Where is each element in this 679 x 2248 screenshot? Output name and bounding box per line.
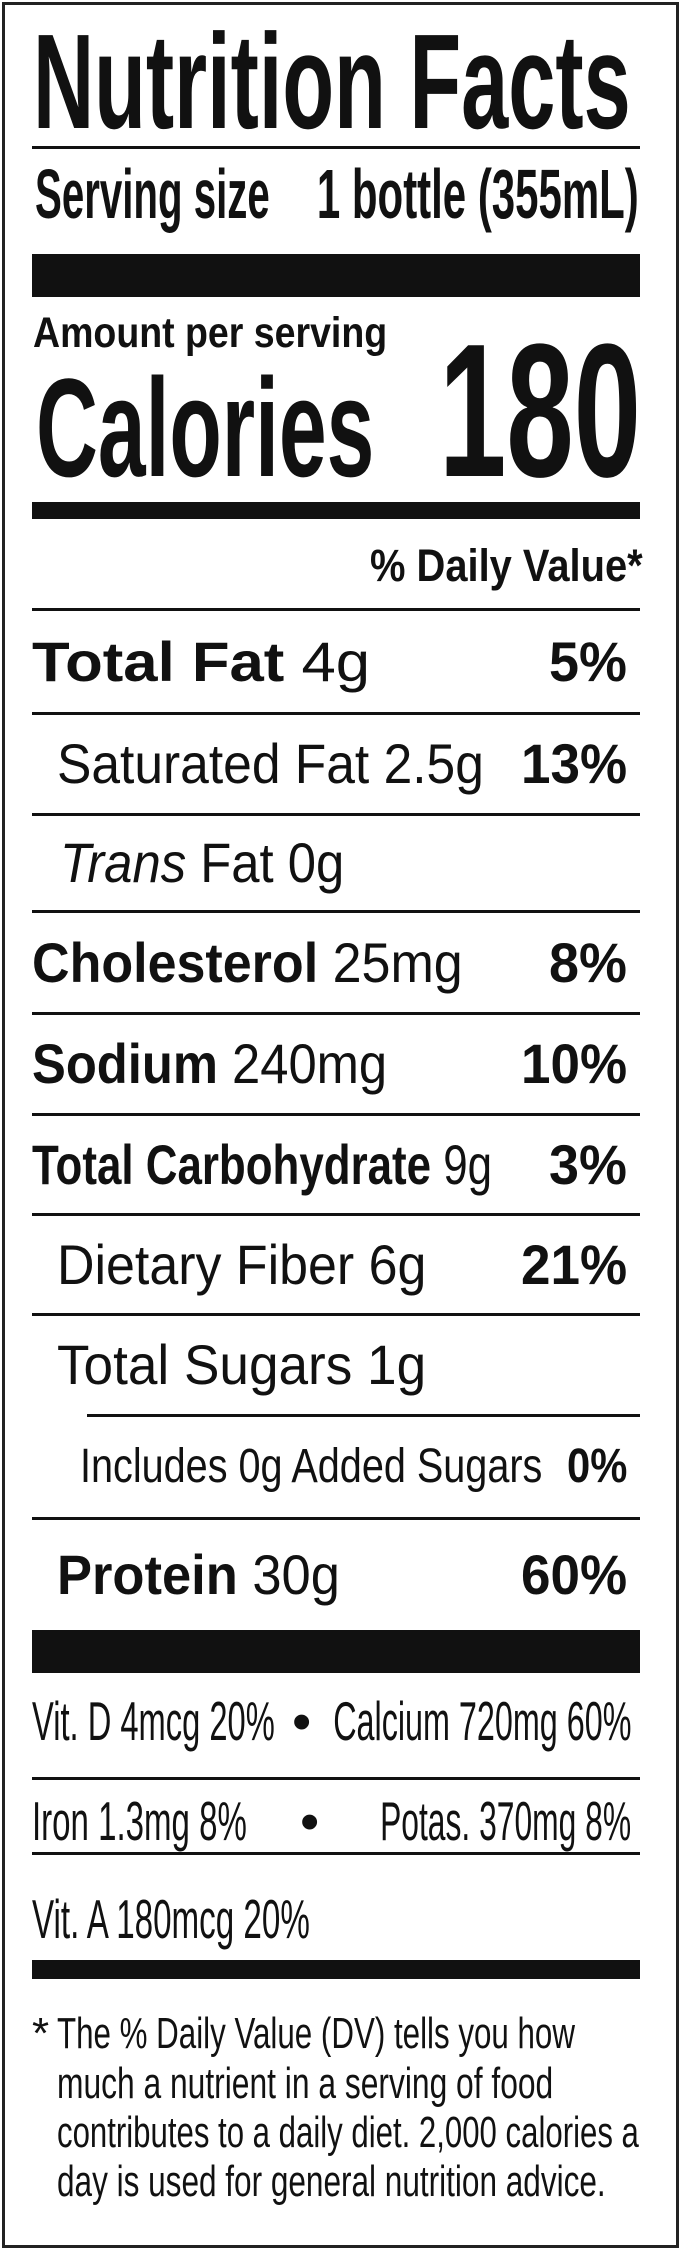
divider xyxy=(87,1414,640,1417)
footnote-line: contributes to a daily diet. 2,000 calor… xyxy=(57,2108,639,2157)
divider xyxy=(32,910,640,913)
divider xyxy=(32,813,640,816)
serving-size-label: Serving size xyxy=(35,155,270,233)
nutrient-sodium: Sodium 240mg xyxy=(32,1036,387,1092)
vitamin-d: Vit. D 4mcg 20% xyxy=(32,1690,275,1752)
nutrient-amount: 2.5g xyxy=(383,732,484,795)
footnote-line: The % Daily Value (DV) tells you how xyxy=(57,2009,575,2058)
nutrient-amount: 30g xyxy=(252,1543,340,1606)
nutrient-dv: 8% xyxy=(549,931,627,994)
thick-bar xyxy=(32,1630,640,1673)
nutrient-total-fat: Total Fat 4g xyxy=(32,634,370,690)
nutrient-total-sugars: Total Sugars 1g xyxy=(57,1337,426,1393)
nutrient-dv: 5% xyxy=(549,630,627,693)
divider xyxy=(32,1517,640,1520)
nutrient-amount: 6g xyxy=(368,1233,427,1296)
nutrient-amount: 1g xyxy=(367,1333,427,1396)
nutrient-dv: 3% xyxy=(549,1133,627,1196)
nutrient-cholesterol: Cholesterol 25mg xyxy=(32,935,463,991)
thick-bar xyxy=(32,254,640,297)
calories-value: 180 xyxy=(438,305,641,517)
nutrient-dv: 60% xyxy=(520,1543,627,1606)
amount-per-serving: Amount per serving xyxy=(33,309,388,357)
divider xyxy=(32,1012,640,1015)
nutrient-amount: 9g xyxy=(443,1133,493,1196)
nutrient-trans-fat: Trans Fat 0g xyxy=(60,835,344,891)
potassium: Potas. 370mg 8% xyxy=(379,1790,631,1852)
nutrient-dv: 10% xyxy=(520,1032,627,1095)
footnote-asterisk: * xyxy=(32,2009,50,2058)
nutrient-name: Total Sugars xyxy=(57,1333,353,1396)
footnote-line: day is used for general nutrition advice… xyxy=(57,2157,606,2206)
iron: Iron 1.3mg 8% xyxy=(32,1790,247,1852)
nutrient-name-suffix: Fat xyxy=(200,831,274,894)
nutrient-name: Protein xyxy=(57,1543,238,1606)
bullet-icon: • xyxy=(300,1790,320,1852)
medium-bar xyxy=(32,502,640,519)
divider xyxy=(32,1113,640,1116)
divider xyxy=(32,1852,640,1855)
label-title: Nutrition Facts xyxy=(33,6,631,157)
nutrient-dietary-fiber: Dietary Fiber 6g xyxy=(57,1237,426,1293)
nutrient-name: Total Fat xyxy=(32,630,285,693)
nutrient-amount: 25mg xyxy=(332,931,463,994)
nutrient-dv: 0% xyxy=(566,1440,627,1493)
nutrient-name: Sodium xyxy=(32,1032,218,1095)
nutrient-protein: Protein 30g xyxy=(57,1547,340,1603)
bullet-icon: • xyxy=(292,1690,312,1752)
nutrient-added-sugars: Includes 0g Added Sugars xyxy=(80,1440,543,1493)
divider xyxy=(32,1213,640,1216)
vitamin-a: Vit. A 180mcg 20% xyxy=(32,1888,310,1950)
nutrient-name: Trans xyxy=(60,831,187,894)
nutrient-dv: 21% xyxy=(520,1233,627,1296)
nutrient-name: Total Carbohydrate xyxy=(32,1133,432,1196)
daily-value-header: % Daily Value* xyxy=(370,540,643,591)
divider xyxy=(32,146,640,149)
divider xyxy=(32,712,640,715)
nutrient-amount: 240mg xyxy=(232,1032,388,1095)
nutrient-total-carbohydrate: Total Carbohydrate 9g xyxy=(32,1137,492,1193)
serving-size-value: 1 bottle (355mL) xyxy=(317,155,639,233)
calories-label: Calories xyxy=(36,349,375,506)
footnote-line: much a nutrient in a serving of food xyxy=(57,2059,554,2108)
nutrient-name: Saturated Fat xyxy=(57,732,370,795)
divider xyxy=(32,1313,640,1316)
calcium: Calcium 720mg 60% xyxy=(332,1690,631,1752)
nutrient-name: Dietary Fiber xyxy=(57,1233,355,1296)
nutrient-amount: 4g xyxy=(301,630,371,693)
medium-bar xyxy=(32,1960,640,1979)
nutrient-amount: 0g xyxy=(287,831,345,894)
nutrient-name: Cholesterol xyxy=(32,931,319,994)
nutrient-dv: 13% xyxy=(520,732,627,795)
nutrient-saturated-fat: Saturated Fat 2.5g xyxy=(57,736,484,792)
divider xyxy=(32,1777,640,1780)
divider xyxy=(32,608,640,611)
